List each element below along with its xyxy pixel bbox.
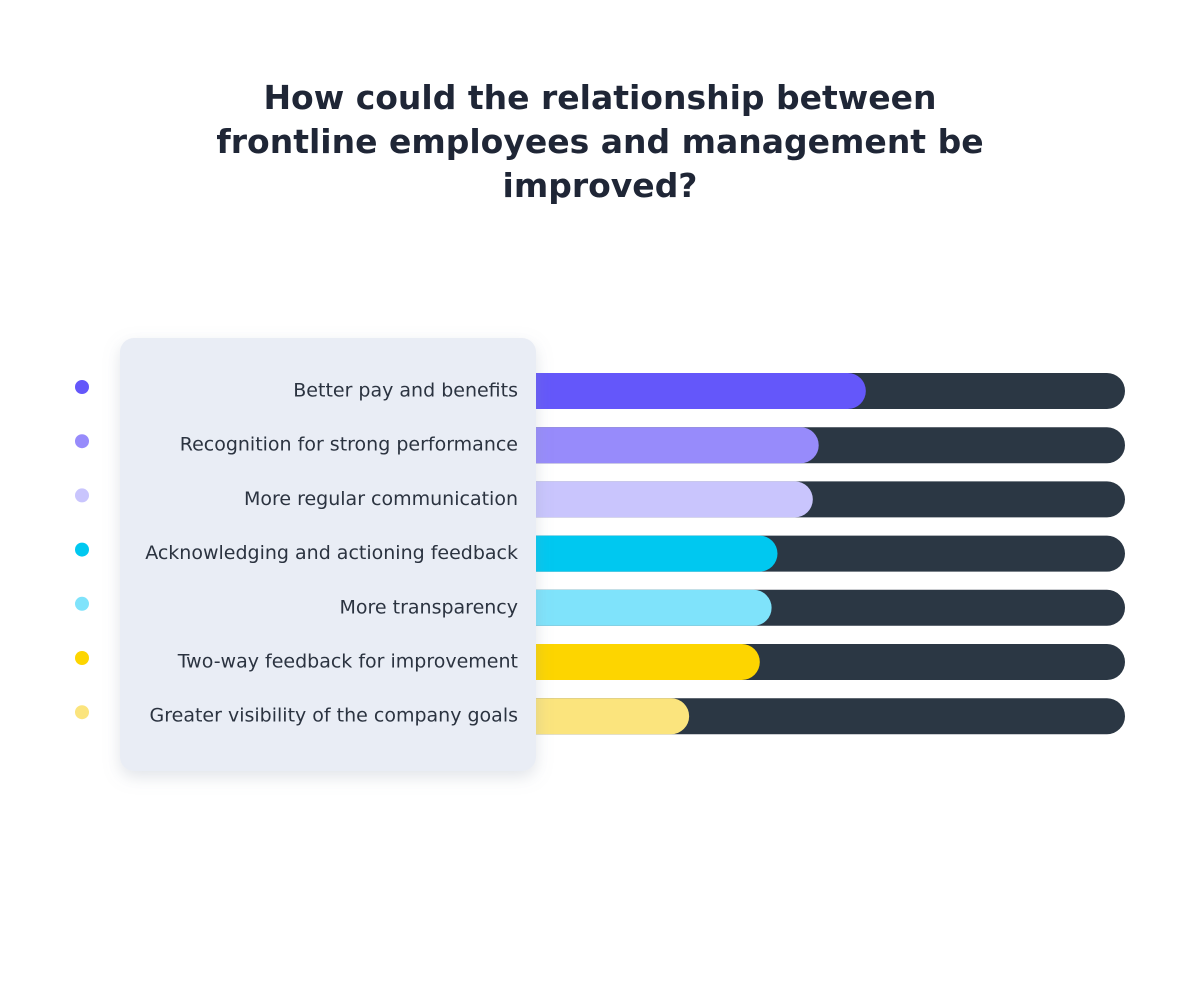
category-label: More regular communication <box>244 488 518 510</box>
chart-title: How could the relationship between front… <box>216 78 984 205</box>
legend-dot <box>75 488 89 503</box>
category-label: Acknowledging and actioning feedback <box>145 542 518 564</box>
category-label: Two-way feedback for improvement <box>177 651 518 673</box>
legend-dot <box>75 434 89 449</box>
category-label: Better pay and benefits <box>293 380 518 402</box>
labels: Better pay and benefits Recognition for s… <box>75 380 518 727</box>
label-card <box>120 338 536 771</box>
bar <box>500 589 772 626</box>
bar <box>500 373 866 409</box>
bar <box>500 698 690 735</box>
bar <box>500 644 760 680</box>
category-label: Greater visibility of the company goals <box>150 705 518 727</box>
category-label: More transparency <box>339 596 518 618</box>
bars <box>500 373 1125 735</box>
bar <box>500 481 813 518</box>
category-label: Recognition for strong performance <box>180 434 518 456</box>
bar <box>500 535 778 572</box>
legend-dot <box>75 380 89 394</box>
bar <box>500 427 819 464</box>
legend-dot <box>75 705 89 720</box>
legend-dot <box>75 542 89 557</box>
legend-dot <box>75 651 89 665</box>
legend-dot <box>75 596 89 611</box>
